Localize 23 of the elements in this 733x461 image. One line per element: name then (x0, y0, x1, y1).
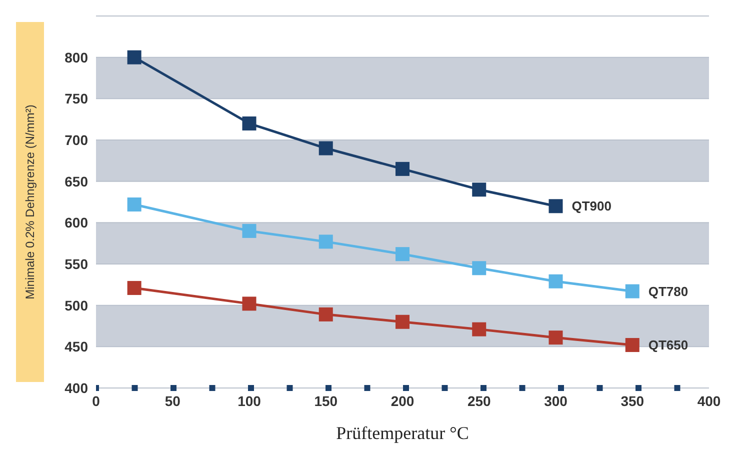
y-tick-label: 500 (64, 297, 88, 314)
y-tick-label: 750 (64, 90, 88, 107)
series-label: QT650 (648, 338, 688, 353)
y-tick-label: 450 (64, 338, 88, 355)
x-axis-title: Prüftemperatur °C (336, 423, 469, 443)
y-tick-label: 700 (64, 132, 88, 148)
x-tick-label: 150 (314, 392, 338, 409)
x-tick-label: 350 (620, 392, 644, 409)
x-tick-label: 50 (164, 392, 181, 409)
x-tick-label: 250 (467, 392, 492, 409)
y-axis-title: Minimale 0.2% Dehngrenze (N/mm²) (23, 104, 37, 300)
y-tick-label: 800 (64, 49, 88, 66)
y-tick-label: 550 (64, 256, 88, 272)
x-tick-label: 400 (697, 392, 721, 409)
x-tick-label: 0 (92, 392, 100, 409)
series-label: QT900 (572, 198, 612, 214)
series-label: QT780 (648, 284, 688, 299)
y-tick-label: 400 (64, 380, 88, 396)
x-tick-label: 300 (544, 392, 568, 409)
y-tick-label: 650 (64, 173, 88, 190)
y-tick-label: 600 (64, 214, 88, 231)
x-tick-label: 100 (238, 392, 262, 409)
x-tick-label: 200 (390, 392, 414, 409)
